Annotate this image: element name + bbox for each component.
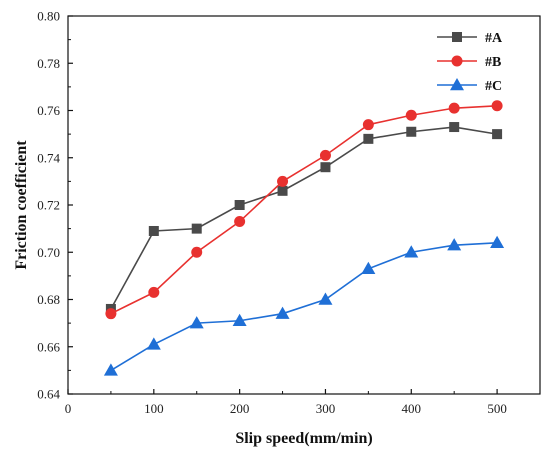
x-axis-title: Slip speed(mm/min) <box>235 430 372 447</box>
data-point <box>448 102 460 114</box>
x-tick-label: 300 <box>316 401 336 416</box>
data-point <box>191 246 203 258</box>
data-point <box>146 337 161 350</box>
data-point <box>191 223 202 234</box>
x-tick-label: 0 <box>65 401 72 416</box>
data-point <box>362 119 374 131</box>
series-1 <box>105 122 503 314</box>
legend-marker <box>452 32 462 42</box>
x-axis-ticks: 0 100 200 300 400 500 <box>65 389 507 416</box>
data-point <box>234 216 246 228</box>
data-point <box>277 175 289 187</box>
data-point <box>406 126 417 137</box>
legend-label: #B <box>485 55 501 70</box>
data-point <box>490 235 505 249</box>
data-point <box>318 292 333 305</box>
y-axis-title: Friction coefficient <box>13 140 30 270</box>
data-point <box>103 363 118 376</box>
data-point <box>148 286 160 298</box>
data-point <box>320 162 331 173</box>
y-tick-label: 0.80 <box>37 9 60 24</box>
legend-marker <box>451 55 463 67</box>
data-point <box>319 149 331 161</box>
data-point <box>234 200 245 210</box>
data-point <box>105 308 117 320</box>
y-tick-label: 0.78 <box>37 56 60 71</box>
data-point <box>189 316 204 329</box>
legend-item: #C <box>437 78 502 94</box>
series-line <box>110 242 498 372</box>
legend-label: #C <box>485 79 502 94</box>
y-tick-label: 0.66 <box>37 339 60 354</box>
plot-frame <box>67 15 541 395</box>
series-line <box>110 126 498 310</box>
y-tick-label: 0.70 <box>37 245 60 260</box>
y-tick-label: 0.74 <box>37 150 60 165</box>
x-tick-label: 500 <box>487 401 507 416</box>
series-2 <box>105 100 503 320</box>
y-tick-label: 0.64 <box>37 387 60 402</box>
y-axis-ticks: 0.64 0.66 0.68 0.70 0.72 0.74 0.76 0.78 0.80 <box>37 9 73 402</box>
data-point <box>277 185 288 196</box>
data-point <box>363 133 374 144</box>
data-point <box>492 129 503 140</box>
series-layer <box>103 100 505 376</box>
legend-label: #A <box>485 31 503 46</box>
series-3 <box>103 235 505 376</box>
x-tick-label: 100 <box>144 401 164 416</box>
data-point <box>449 122 460 133</box>
series-line <box>110 104 498 315</box>
x-tick-label: 400 <box>402 401 422 416</box>
data-point <box>148 225 159 236</box>
y-tick-label: 0.68 <box>37 292 60 307</box>
data-point <box>361 261 376 275</box>
legend: #A #B #C <box>437 31 503 94</box>
data-point <box>491 100 503 112</box>
x-tick-label: 200 <box>230 401 250 416</box>
data-point <box>405 109 417 121</box>
data-point <box>232 313 247 327</box>
y-tick-label: 0.72 <box>37 198 60 213</box>
legend-item: #A <box>437 31 503 46</box>
data-point <box>447 238 462 251</box>
data-point <box>275 306 290 319</box>
y-tick-label: 0.76 <box>37 103 60 118</box>
legend-item: #B <box>437 55 501 70</box>
legend-marker <box>450 78 464 91</box>
data-point <box>404 245 419 258</box>
